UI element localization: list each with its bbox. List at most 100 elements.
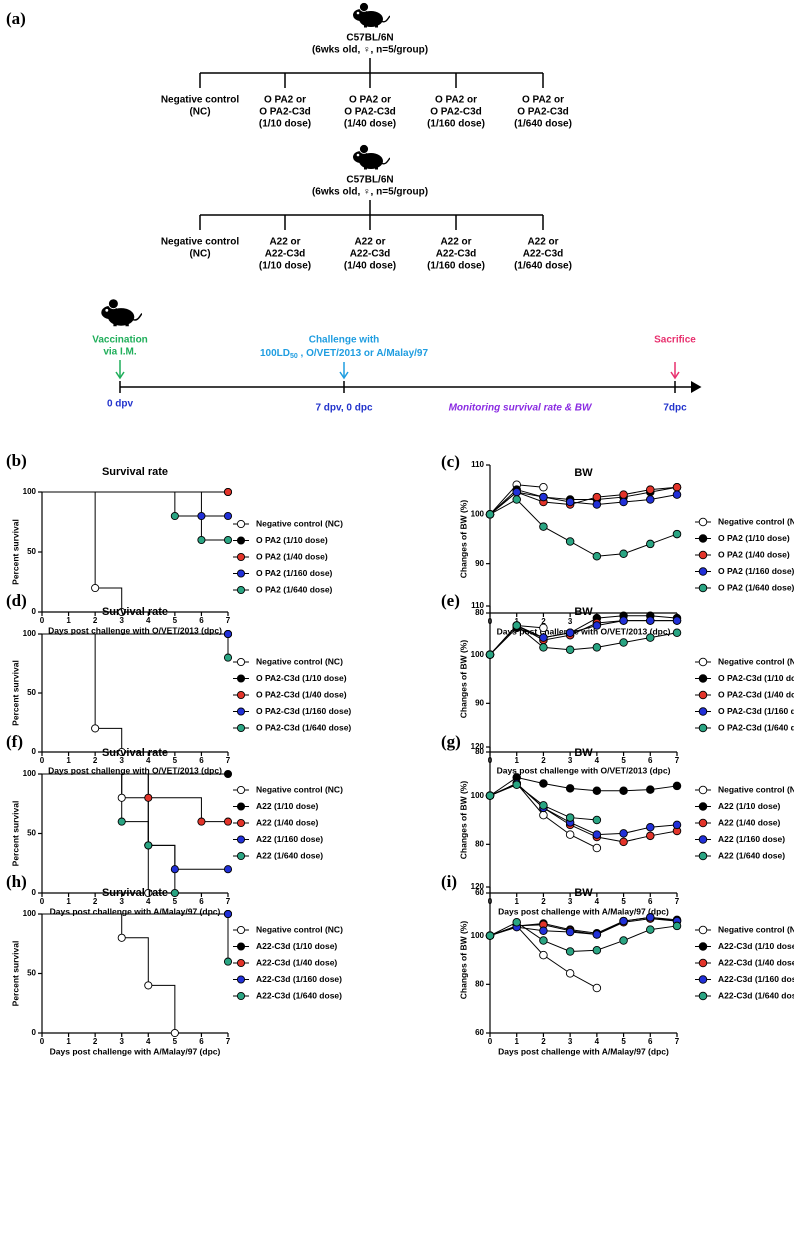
legend-marker — [698, 723, 708, 733]
chart: (g) BW Days post challenge with A/Malay/97… — [441, 732, 794, 916]
monitoring-text: Monitoring survival rate & BW — [449, 403, 593, 414]
data-point — [91, 583, 100, 593]
legend-label: O PA2-C3d (1/40 dose) — [256, 689, 347, 699]
chart: (e) BW Days post challenge with O/VET/2013… — [441, 591, 794, 775]
group-label: (NC) — [189, 107, 210, 118]
group-label: O PA2-C3d — [517, 107, 569, 118]
legend-label: Negative control (NC) — [256, 656, 343, 666]
group-label: A22-C3d — [436, 249, 477, 260]
chart: (f) Survival rate Days post challenge with… — [6, 732, 343, 916]
y-axis-label: Percent survival — [10, 519, 20, 585]
y-tick-label: 90 — [475, 559, 484, 568]
data-point — [512, 621, 521, 630]
group-label: O PA2-C3d — [344, 107, 396, 118]
data-point — [592, 552, 602, 561]
legend-marker — [698, 851, 708, 861]
x-tick-label: 1 — [66, 1037, 71, 1046]
challenge-subscript: 50 — [290, 353, 298, 360]
x-tick-label: 4 — [595, 1037, 600, 1046]
data-point — [144, 888, 153, 898]
data-point — [672, 490, 682, 499]
legend-label: Negative control (NC) — [256, 784, 343, 794]
panel-label: (c) — [441, 452, 460, 471]
legend-label: Negative control (NC) — [256, 518, 343, 528]
legend-marker — [236, 851, 246, 861]
data-point — [646, 633, 655, 642]
data-point — [485, 650, 495, 659]
data-point — [565, 927, 575, 937]
series-line — [42, 913, 229, 962]
y-tick-label: 100 — [23, 487, 37, 496]
y-tick-label: 50 — [27, 547, 36, 556]
y-axis-label: Changes of BW (%) — [458, 640, 468, 719]
legend-marker — [698, 802, 708, 811]
group-label: (NC) — [189, 249, 210, 260]
data-point — [170, 511, 179, 521]
legend-marker — [698, 975, 708, 984]
legend-marker — [698, 534, 708, 543]
data-point — [223, 511, 233, 521]
data-point — [565, 628, 575, 638]
data-point — [539, 810, 548, 820]
x-tick-label: 1 — [514, 1037, 519, 1046]
series-markers — [485, 480, 682, 561]
challenge-text: Challenge with — [309, 335, 380, 346]
challenge-strains: , O/VET/2013 or A/Malay/97 — [298, 348, 429, 359]
data-point — [223, 865, 233, 874]
group-label: A22 or — [269, 237, 300, 248]
x-tick-label: 3 — [568, 897, 573, 906]
y-tick-label: 100 — [23, 769, 37, 778]
data-point — [539, 482, 548, 492]
data-point — [539, 950, 548, 960]
y-tick-label: 100 — [471, 509, 485, 518]
data-point — [170, 888, 179, 898]
chart: (d) Survival rate Days post challenge with… — [6, 591, 351, 775]
data-point — [117, 933, 126, 942]
x-tick-label: 2 — [93, 1037, 98, 1046]
time-label: 0 dpv — [107, 399, 134, 410]
x-tick-label: 3 — [568, 617, 573, 626]
panel-label: (h) — [6, 872, 27, 891]
data-point — [592, 786, 602, 796]
x-axis-label: Days post challenge with A/Malay/97 (dpc… — [498, 1046, 669, 1056]
group-label: A22 or — [527, 237, 558, 248]
data-point — [646, 913, 655, 922]
y-tick-label: 50 — [27, 969, 36, 978]
legend-label: A22-C3d (1/10 dose) — [718, 941, 794, 951]
series-line — [489, 776, 678, 797]
data-point — [539, 623, 548, 633]
legend-marker — [236, 536, 246, 545]
legend-label: Negative control (NC) — [718, 924, 794, 934]
chart-title: BW — [574, 887, 593, 899]
group-label: O PA2 or — [522, 95, 564, 106]
group-label: Negative control — [161, 95, 240, 106]
series-lines — [42, 491, 228, 612]
legend-marker — [698, 567, 708, 576]
time-label: 7dpc — [663, 403, 687, 414]
data-point — [223, 909, 233, 919]
y-tick-label: 100 — [471, 650, 485, 659]
series-line — [42, 491, 228, 541]
legend-label: A22 (1/160 dose) — [718, 834, 785, 844]
x-tick-label: 6 — [199, 897, 204, 906]
data-point — [646, 831, 655, 841]
y-tick-label: 100 — [471, 931, 485, 940]
x-tick-label: 1 — [66, 616, 71, 625]
legend-label: Negative control (NC) — [718, 656, 794, 666]
series-line — [42, 913, 176, 1033]
group-label: A22-C3d — [265, 249, 306, 260]
data-point — [592, 815, 602, 825]
data-point — [619, 616, 628, 625]
x-tick-label: 7 — [226, 1037, 231, 1046]
x-tick-label: 5 — [621, 1037, 626, 1046]
legend-label: O PA2-C3d (1/10 dose) — [256, 673, 347, 683]
group-label: O PA2 or — [264, 95, 306, 106]
x-tick-label: 7 — [675, 1037, 680, 1046]
x-tick-label: 4 — [146, 897, 151, 906]
data-point — [565, 969, 575, 978]
data-point — [539, 492, 548, 502]
data-point — [512, 495, 521, 504]
group-label: (1/640 dose) — [514, 261, 572, 272]
x-tick-label: 5 — [173, 756, 178, 765]
